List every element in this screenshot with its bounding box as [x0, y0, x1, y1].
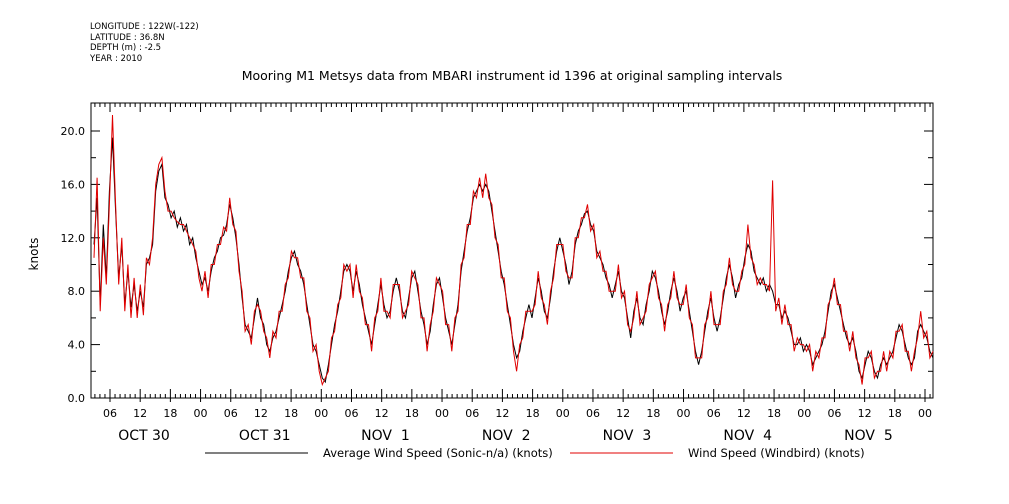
x-tick-label: 12	[254, 407, 268, 420]
x-tick-label: 12	[495, 407, 509, 420]
y-tick-label: 8.0	[68, 285, 86, 298]
y-tick-label: 12.0	[61, 232, 86, 245]
legend-label-average: Average Wind Speed (Sonic-n/a) (knots)	[323, 446, 553, 460]
y-tick-label: 4.0	[68, 339, 86, 352]
y-tick-label: 20.0	[61, 125, 86, 138]
x-tick-label: 12	[737, 407, 751, 420]
x-tick-label: 06	[586, 407, 600, 420]
x-tick-label: 06	[465, 407, 479, 420]
day-label: NOV 5	[844, 428, 893, 444]
x-tick-label: 18	[526, 407, 540, 420]
latitude-label: LATITUDE : 36.8N	[90, 32, 165, 43]
x-tick-label: 00	[797, 407, 811, 420]
legend: Average Wind Speed (Sonic-n/a) (knots) Wi…	[205, 446, 865, 460]
x-tick-label: 18	[646, 407, 660, 420]
x-tick-label: 00	[194, 407, 208, 420]
longitude-label: LONGITUDE : 122W(-122)	[90, 22, 199, 32]
day-label: NOV 2	[482, 428, 531, 444]
y-tick-label: 0.0	[68, 392, 86, 405]
series-line-windbird-wind-speed	[93, 114, 934, 387]
y-tick-label: 16.0	[61, 178, 86, 191]
x-tick-label: 12	[616, 407, 630, 420]
day-label: NOV 4	[723, 428, 772, 444]
x-tick-label: 18	[888, 407, 902, 420]
axis-ticks: 0.0 4.0 8.0 12.0 16.0 20.0 06 12 18 00 06 12 18 00 06 1…	[61, 103, 933, 444]
y-axis-label: knots	[27, 238, 41, 271]
x-tick-label: 18	[405, 407, 419, 420]
x-tick-label: 00	[556, 407, 570, 420]
x-tick-label: 06	[344, 407, 358, 420]
x-tick-label: 12	[858, 407, 872, 420]
x-tick-label: 06	[707, 407, 721, 420]
legend-label-windbird: Wind Speed (Windbird) (knots)	[688, 446, 865, 460]
x-tick-label: 18	[284, 407, 298, 420]
depth-label: DEPTH (m) : -2.5	[90, 43, 162, 53]
x-tick-label: 06	[224, 407, 238, 420]
x-tick-label: 12	[133, 407, 147, 420]
day-label: OCT 31	[239, 428, 291, 444]
x-tick-label: 00	[677, 407, 691, 420]
x-tick-label: 18	[163, 407, 177, 420]
chart-title: Mooring M1 Metsys data from MBARI instru…	[242, 68, 783, 83]
x-tick-label: 12	[375, 407, 389, 420]
x-tick-label: 18	[767, 407, 781, 420]
series-lines	[93, 114, 934, 387]
x-tick-label: 06	[827, 407, 841, 420]
year-label: YEAR : 2010	[90, 53, 143, 64]
day-label: NOV 3	[603, 428, 652, 444]
x-tick-label: 00	[435, 407, 449, 420]
x-tick-label: 06	[103, 407, 117, 420]
x-tick-label: 00	[918, 407, 932, 420]
day-label: NOV 1	[361, 428, 410, 444]
x-tick-label: 00	[314, 407, 328, 420]
day-label: OCT 30	[118, 428, 170, 444]
series-line-average-wind-speed	[93, 137, 934, 384]
station-metadata: LONGITUDE : 122W(-122) LATITUDE : 36.8N …	[90, 22, 199, 64]
